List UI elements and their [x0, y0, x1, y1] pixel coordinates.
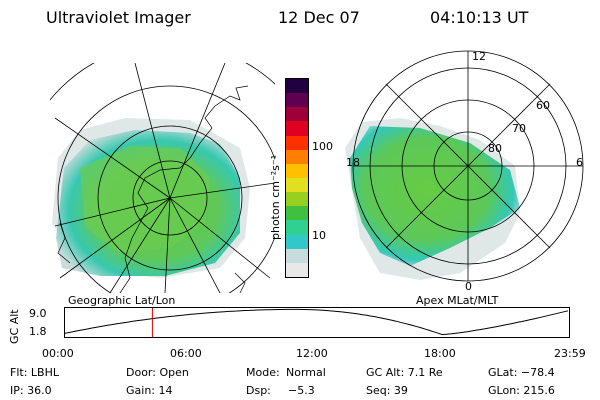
gc-alt-y-top: 9.0 — [29, 307, 47, 320]
colorbar-band — [286, 93, 308, 108]
glon-info: GLon: 215.6 — [488, 384, 555, 397]
mlt-label-18: 18 — [346, 156, 360, 169]
gc-alt-y-bottom: 1.8 — [29, 325, 47, 338]
door-info: Door: Open — [126, 366, 189, 379]
gc-alt-curve — [64, 308, 569, 336]
mlt-label-6: 6 — [576, 156, 583, 169]
geographic-panel-label: Geographic Lat/Lon — [68, 294, 176, 307]
colorbar-tick-100: 100 — [312, 140, 333, 153]
mlt-label-0: 0 — [465, 280, 472, 293]
gc-alt-plot-frame — [64, 307, 570, 338]
gc-alt-plot — [64, 307, 570, 338]
colorbar-band — [286, 192, 308, 207]
colorbar-band — [286, 262, 308, 277]
colorbar-band — [286, 248, 308, 263]
colorbar-band — [286, 234, 308, 249]
header-date: 12 Dec 07 — [278, 8, 360, 27]
lat-lon-grid — [50, 63, 275, 293]
colorbar-band — [286, 206, 308, 221]
header-time: 04:10:13 UT — [430, 8, 529, 27]
aurora-speckle — [80, 146, 210, 253]
colorbar-band — [286, 107, 308, 122]
colorbar-label: photon cm⁻²s⁻¹ — [269, 154, 282, 240]
dsp-value: −5.3 — [288, 384, 315, 397]
filter-info: Flt: LBHL — [10, 366, 59, 379]
colorbar-band — [286, 121, 308, 136]
mode-label: Mode: — [246, 366, 280, 379]
x-tick-2359: 23:59 — [554, 347, 586, 360]
colorbar-tick-10: 10 — [312, 229, 326, 242]
seq-info: Seq: 39 — [366, 384, 408, 397]
coastline-outline — [57, 85, 249, 293]
color-scale-bar — [285, 78, 309, 278]
apex-polar-panel: 12 18 6 0 60 70 80 — [345, 50, 584, 293]
mlt-label-12: 12 — [472, 50, 486, 63]
glat-info: GLat: −78.4 — [488, 366, 555, 379]
mlat-label-80: 80 — [488, 142, 502, 155]
x-tick-1200: 12:00 — [296, 347, 328, 360]
dsp-label: Dsp: — [246, 384, 271, 397]
colorbar-band — [286, 220, 308, 235]
colorbar-band — [286, 79, 308, 94]
x-tick-1800: 18:00 — [424, 347, 456, 360]
gc-alt-axis-label: GC Alt — [8, 309, 21, 344]
gc-alt-info: GC Alt: 7.1 Re — [366, 366, 443, 379]
colorbar-band — [286, 149, 308, 164]
gain-info: Gain: 14 — [126, 384, 173, 397]
x-tick-0000: 00:00 — [42, 347, 74, 360]
mlat-mlt-grid — [352, 50, 584, 282]
ip-info: IP: 36.0 — [10, 384, 52, 397]
colorbar-band — [286, 135, 308, 150]
colorbar-band — [286, 163, 308, 179]
geographic-image-panel — [50, 63, 275, 293]
mlat-label-70: 70 — [512, 122, 526, 135]
x-tick-0600: 06:00 — [170, 347, 202, 360]
app-title: Ultraviolet Imager — [46, 8, 191, 27]
apex-panel-label: Apex MLat/MLT — [416, 294, 499, 307]
mode-value: Normal — [286, 366, 326, 379]
colorbar-band — [286, 178, 308, 193]
mlat-label-60: 60 — [536, 99, 550, 112]
